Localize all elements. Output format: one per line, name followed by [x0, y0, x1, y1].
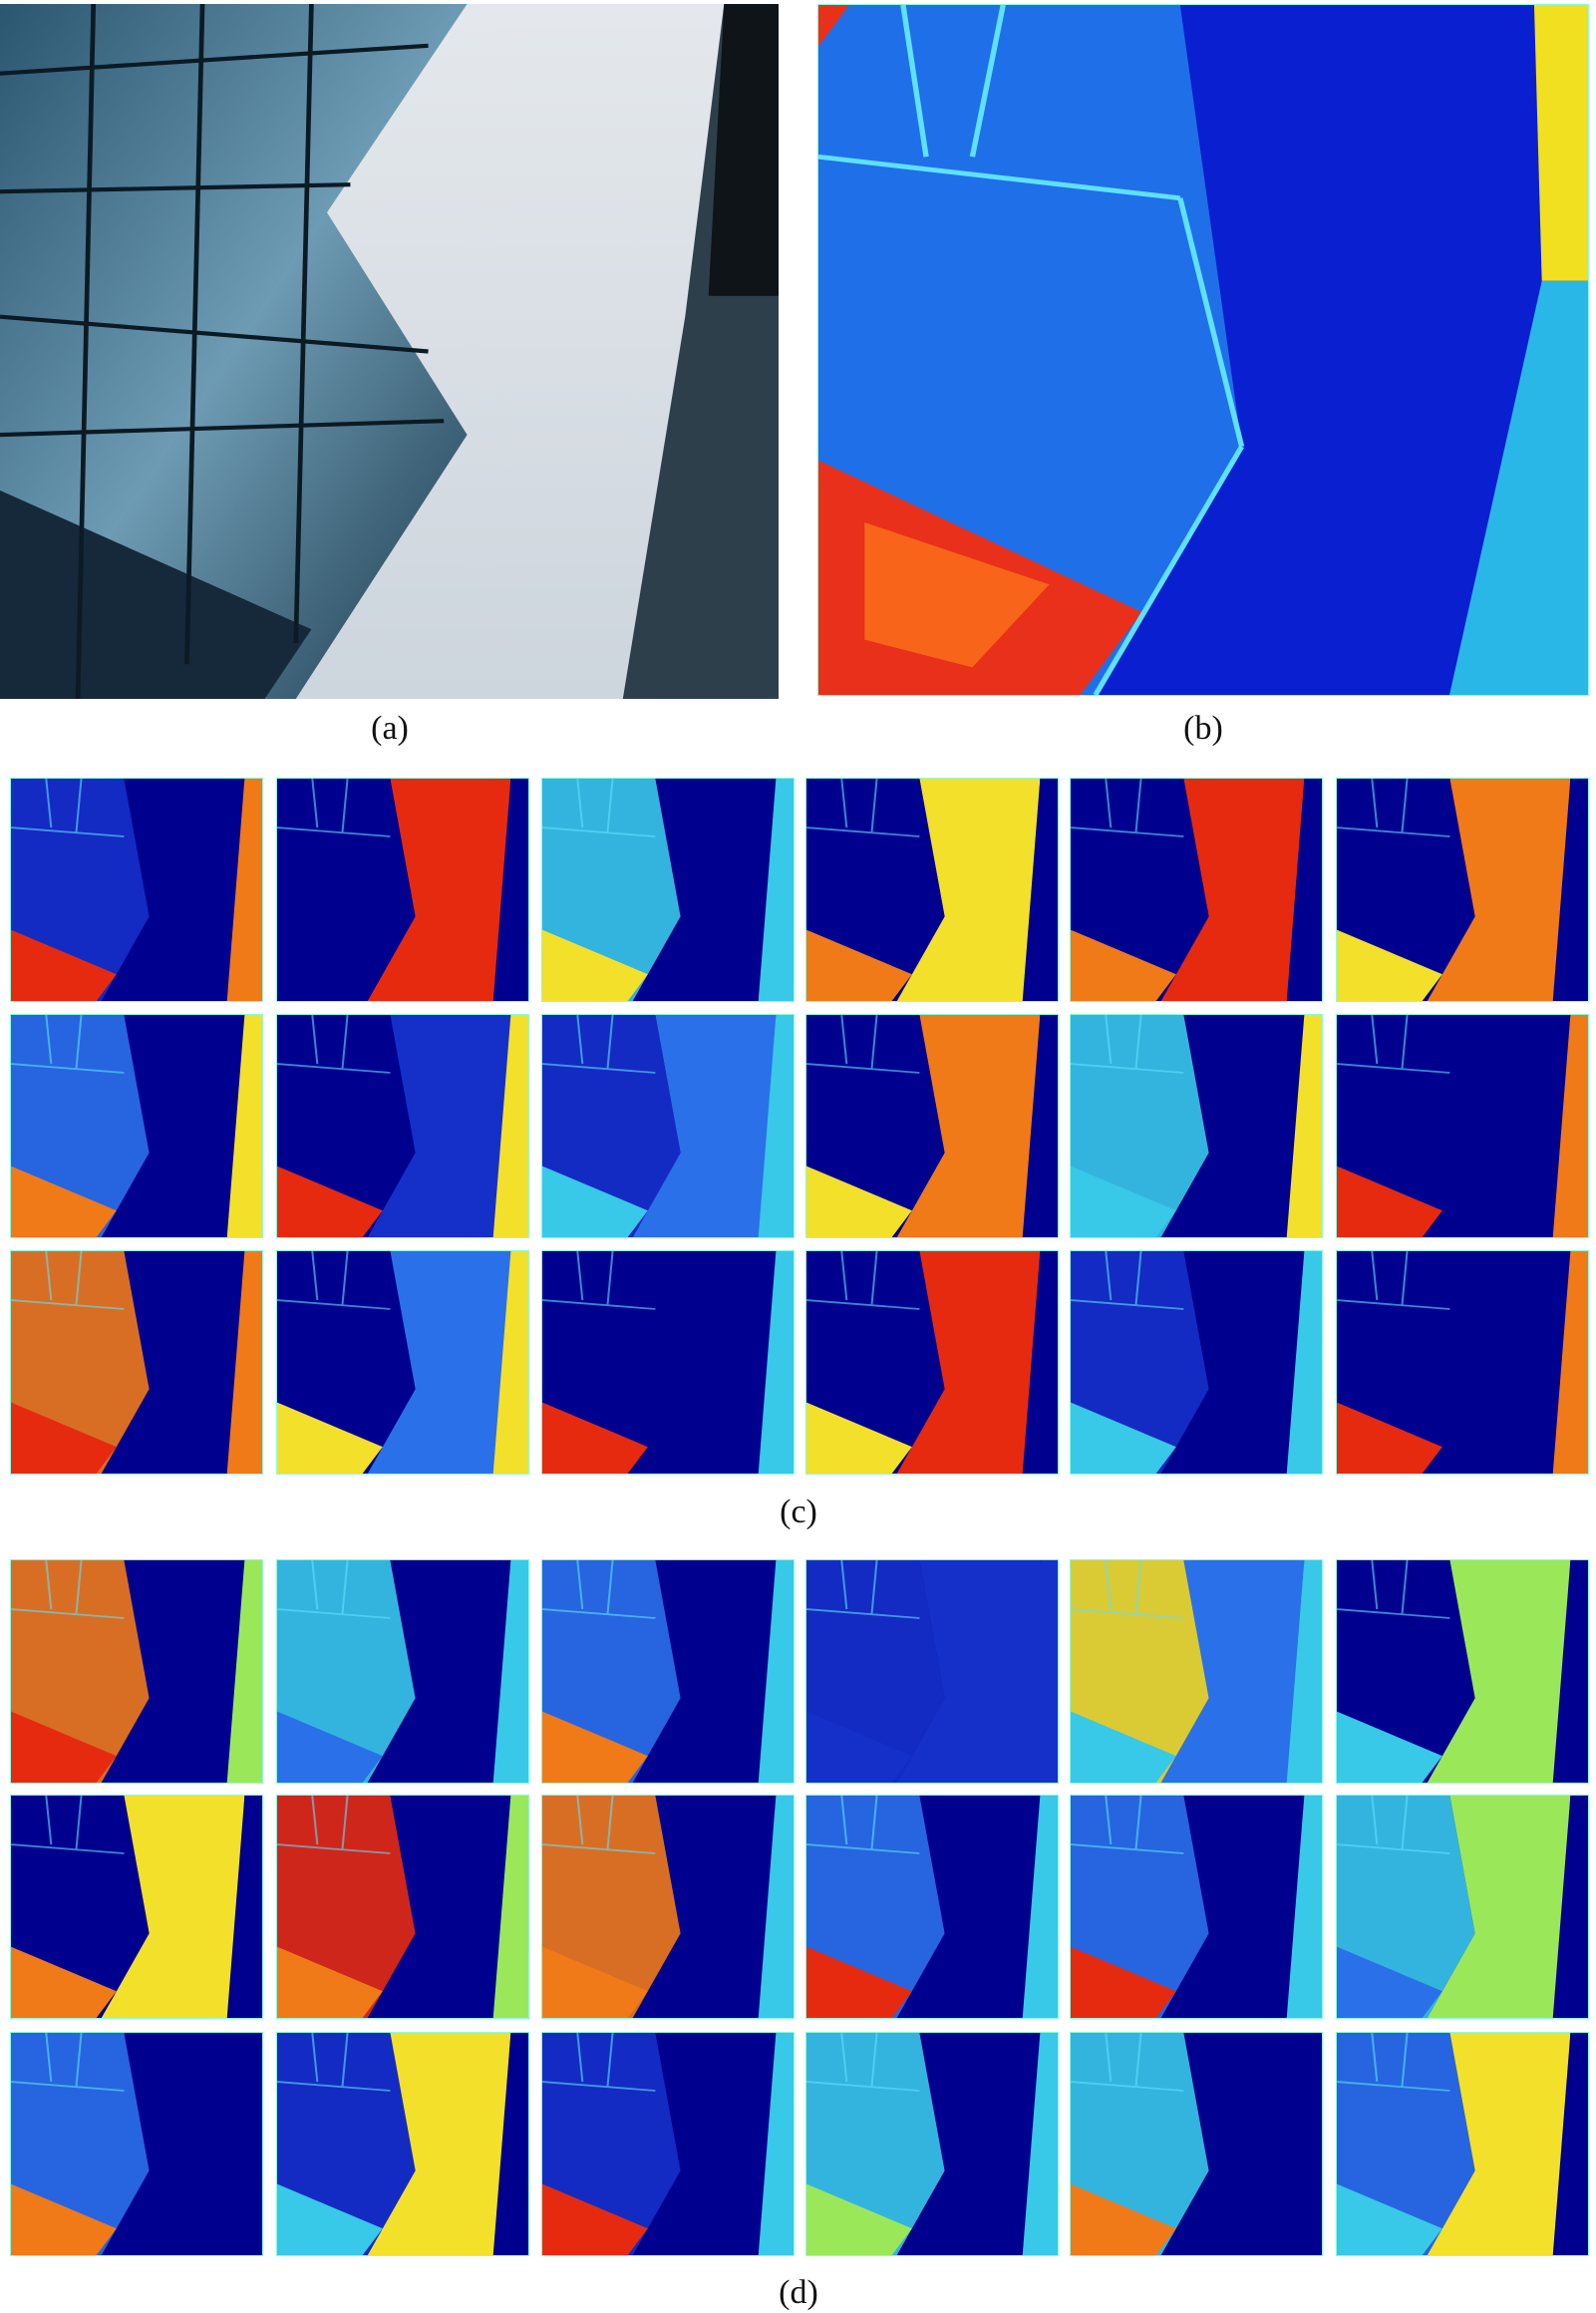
feature-map-d-18	[1336, 2032, 1589, 2256]
feature-map-d-1	[10, 1559, 263, 1784]
feature-map-c-6	[1336, 778, 1589, 1002]
feature-map-d-3	[541, 1559, 795, 1784]
feature-heatmap	[817, 4, 1589, 696]
feature-map-d-12	[1336, 1795, 1589, 2019]
feature-map-c-5	[1070, 778, 1323, 1002]
feature-map-d-7	[10, 1795, 263, 2019]
feature-map-d-2	[276, 1559, 529, 1784]
feature-map-d-15	[541, 2032, 795, 2256]
feature-map-d-10	[805, 1795, 1059, 2019]
feature-map-d-16	[805, 2032, 1059, 2256]
feature-map-c-12	[1336, 1014, 1589, 1238]
feature-map-d-9	[541, 1795, 795, 2019]
caption-d: (d)	[779, 2274, 818, 2311]
feature-map-d-11	[1070, 1795, 1323, 2019]
feature-map-d-13	[10, 2032, 263, 2256]
feature-map-c-16	[805, 1250, 1059, 1475]
caption-c: (c)	[780, 1493, 817, 1530]
feature-map-c-9	[541, 1014, 795, 1238]
caption-a: (a)	[371, 710, 409, 747]
input-photo	[0, 4, 779, 699]
feature-map-d-14	[276, 2032, 529, 2256]
feature-map-c-7	[10, 1014, 263, 1238]
feature-map-c-2	[276, 778, 529, 1002]
feature-map-d-8	[276, 1795, 529, 2019]
feature-map-c-17	[1070, 1250, 1323, 1475]
feature-map-c-10	[805, 1014, 1059, 1238]
feature-map-c-4	[805, 778, 1059, 1002]
feature-map-c-14	[276, 1250, 529, 1475]
feature-map-d-6	[1336, 1559, 1589, 1784]
feature-map-c-1	[10, 778, 263, 1002]
feature-map-c-18	[1336, 1250, 1589, 1475]
feature-map-c-3	[541, 778, 795, 1002]
feature-map-d-5	[1070, 1559, 1323, 1784]
feature-map-d-17	[1070, 2032, 1323, 2256]
feature-map-d-4	[805, 1559, 1059, 1784]
feature-map-c-11	[1070, 1014, 1323, 1238]
feature-map-c-15	[541, 1250, 795, 1475]
feature-map-c-8	[276, 1014, 529, 1238]
feature-map-c-13	[10, 1250, 263, 1475]
caption-b: (b)	[1183, 710, 1223, 747]
